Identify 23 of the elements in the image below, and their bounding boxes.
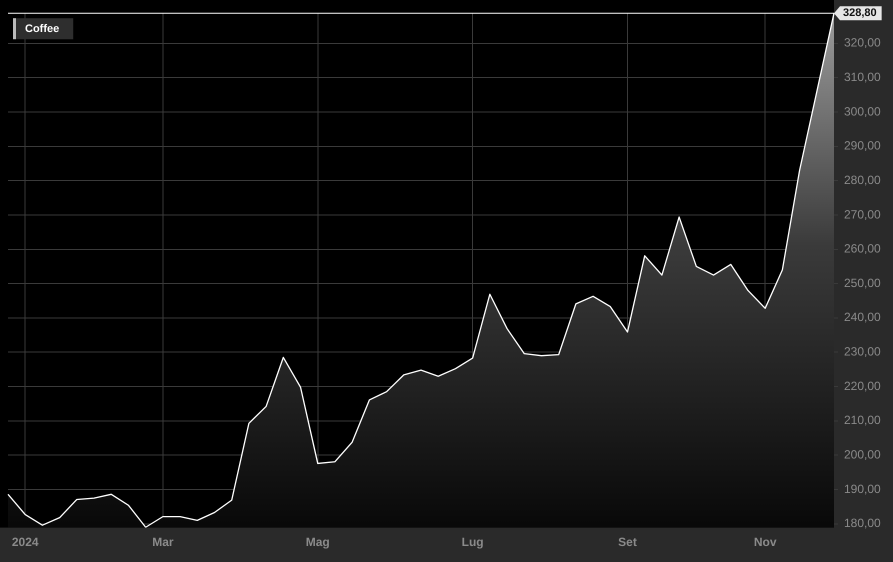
ref-line-label: 328,80 [843,7,877,20]
y-tick-label: 270,00 [844,207,882,222]
x-tick-label: 2024 [12,535,39,550]
y-tick-label: 320,00 [844,36,882,50]
y-tick-label: 300,00 [844,104,882,118]
y-tick-label: 290,00 [844,138,882,153]
y-tick-label: 250,00 [844,276,882,290]
x-tick-label: Lug [462,535,484,550]
x-tick-label: Mag [306,535,330,550]
y-tick-label: 210,00 [844,413,882,428]
y-tick-label: 190,00 [844,482,882,496]
x-tick-label: Nov [754,535,777,550]
y-tick-label: 220,00 [844,378,882,393]
y-tick-label: 230,00 [844,344,882,359]
y-tick-label: 200,00 [844,448,882,462]
legend-label: Coffee [25,23,60,36]
y-tick-label: 260,00 [844,242,882,256]
y-tick-label: 240,00 [844,310,882,324]
x-tick-label: Set [618,535,637,550]
x-tick-label: Mar [152,535,174,550]
y-tick-label: 280,00 [844,172,882,187]
y-tick-label: 310,00 [844,70,882,84]
y-tick-label: 180,00 [844,516,882,530]
